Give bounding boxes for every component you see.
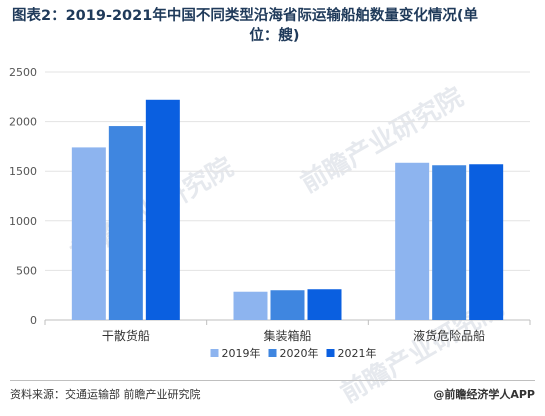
bar [469,164,504,320]
bar [145,99,180,320]
bar-chart-svg: 0 500 1000 1500 2000 2500 干散货船 集装箱船 液货危险品船 2019年… [9,66,531,360]
legend-label: 2021年 [338,346,377,360]
bar [71,147,106,320]
y-tick-label: 0 [30,314,37,327]
bar [307,289,342,320]
brand-credit: @前瞻经济学人APP [433,388,535,401]
y-tick-label: 1000 [9,215,37,228]
y-tick-label: 2000 [9,116,37,129]
bar [233,291,268,320]
legend-swatch [210,349,219,357]
chart-title-line2: 位：艘) [249,28,300,44]
y-tick-label: 500 [16,264,37,277]
legend-label: 2019年 [222,346,261,360]
bar-layer [71,99,504,321]
x-tick-label: 干散货船 [102,328,150,343]
footer-divider [10,380,535,381]
legend-swatch [326,349,335,357]
bar [270,290,305,320]
bar [395,162,430,320]
chart-title: 图表2：2019-2021年中国不同类型沿海省际运输船舶数量变化情况(单位：艘) [12,6,537,46]
source-note: 资料来源：交通运输部 前瞻产业研究院 [10,388,201,401]
bar [432,165,467,320]
y-tick-label: 1500 [9,165,37,178]
y-tick-label: 2500 [9,66,37,79]
bar [108,126,143,321]
bar-chart: 0 500 1000 1500 2000 2500 干散货船 集装箱船 液货危险品船 2019年… [0,55,545,375]
legend-label: 2020年 [280,346,319,360]
legend: 2019年 2020年 2021年 [210,346,377,360]
x-tick-label: 液货危险品船 [413,328,485,343]
footer: 资料来源：交通运输部 前瞻产业研究院 @前瞻经济学人APP [10,386,535,406]
axis-layer: 0 500 1000 1500 2000 2500 干散货船 集装箱船 液货危险品船 [9,66,531,343]
legend-swatch [268,349,277,357]
x-tick-label: 集装箱船 [263,328,311,343]
chart-title-line1: 图表2：2019-2021年中国不同类型沿海省际运输船舶数量变化情况(单 [12,8,478,24]
